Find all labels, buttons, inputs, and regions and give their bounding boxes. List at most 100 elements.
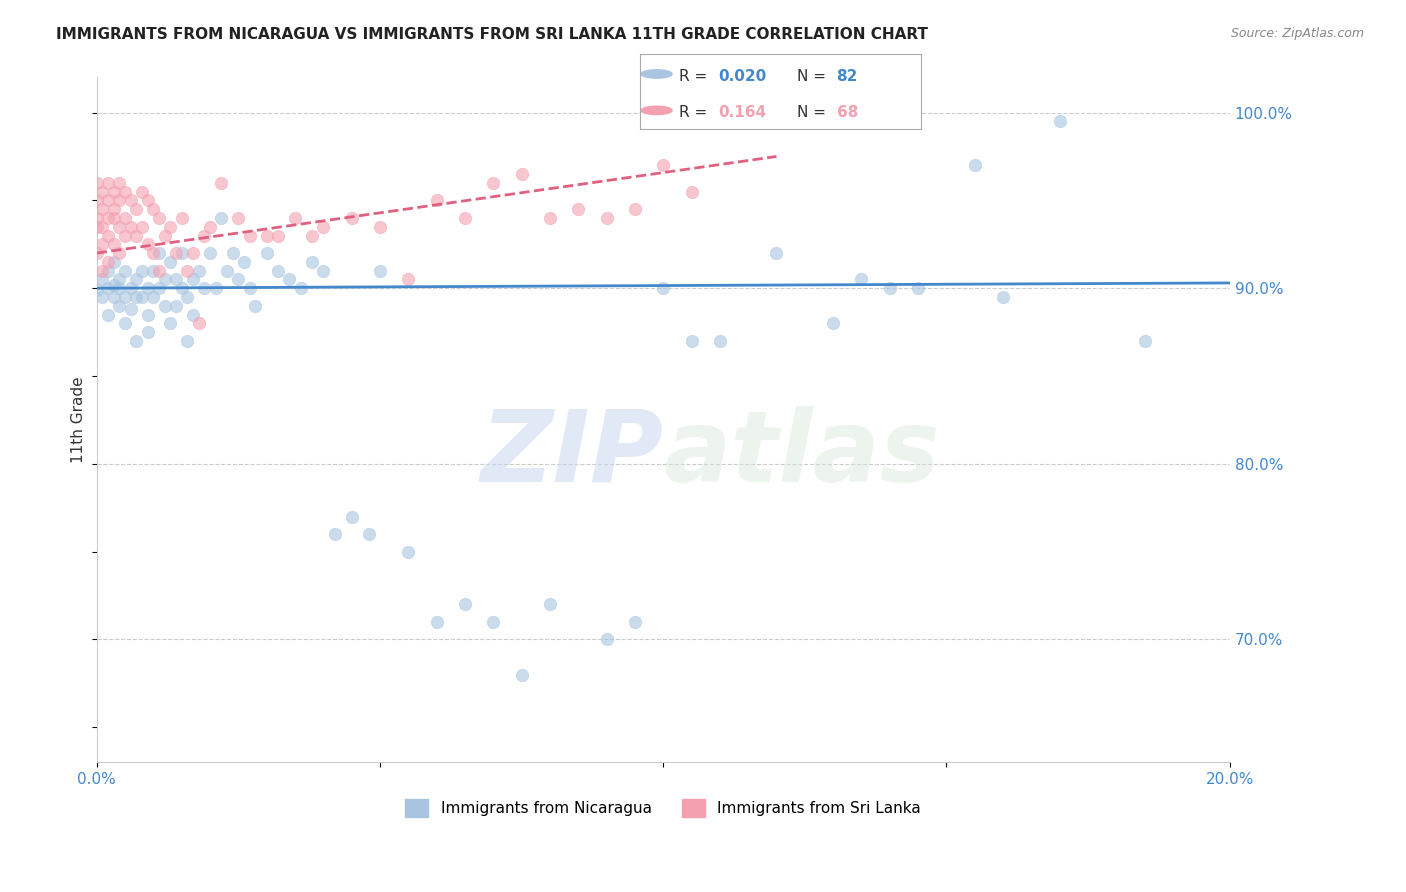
Point (256, 246, 278, 260)
Point (267, 263, 290, 277)
Point (187, 263, 209, 277)
Point (368, 263, 391, 277)
Point (681, 334, 703, 348)
Point (86, 219, 108, 234)
Point (226, 211, 249, 225)
Point (97, 263, 120, 277)
Point (510, 667, 533, 681)
Point (595, 632, 617, 647)
Point (86, 176, 108, 190)
Point (165, 299, 187, 313)
Point (256, 228, 278, 243)
Point (851, 272, 873, 286)
Point (148, 211, 170, 225)
Point (765, 246, 787, 260)
Circle shape (641, 106, 672, 114)
Point (176, 263, 198, 277)
Point (97, 255, 120, 269)
Point (108, 246, 131, 260)
Text: 68: 68 (837, 105, 858, 120)
Point (125, 202, 148, 216)
Point (103, 202, 125, 216)
Point (131, 290, 153, 304)
Point (181, 308, 204, 322)
Point (538, 211, 561, 225)
Text: R =: R = (679, 105, 713, 120)
Point (148, 263, 170, 277)
Point (652, 158, 675, 172)
Point (233, 255, 256, 269)
Point (97, 194, 120, 208)
Point (108, 272, 131, 286)
Point (142, 290, 165, 304)
Point (482, 176, 505, 190)
Text: 82: 82 (837, 69, 858, 84)
Point (170, 281, 193, 295)
Circle shape (641, 70, 672, 78)
Point (114, 263, 136, 277)
Point (103, 185, 125, 199)
Point (159, 219, 181, 234)
Point (170, 246, 193, 260)
Point (97, 211, 120, 225)
Text: 0.164: 0.164 (718, 105, 766, 120)
Text: N =: N = (797, 105, 831, 120)
Point (340, 509, 363, 524)
Point (153, 299, 176, 313)
Y-axis label: 11th Grade: 11th Grade (72, 376, 86, 463)
Point (120, 219, 142, 234)
Point (97, 308, 120, 322)
Point (215, 263, 238, 277)
Point (86, 194, 108, 208)
Point (652, 281, 675, 295)
Point (159, 316, 181, 330)
Text: IMMIGRANTS FROM NICARAGUA VS IMMIGRANTS FROM SRI LANKA 11TH GRADE CORRELATION CH: IMMIGRANTS FROM NICARAGUA VS IMMIGRANTS … (56, 27, 928, 42)
Point (97, 228, 120, 243)
Point (624, 202, 647, 216)
Text: 0.020: 0.020 (718, 69, 766, 84)
Point (396, 272, 419, 286)
Text: N =: N = (797, 69, 831, 84)
Point (114, 290, 136, 304)
Point (153, 272, 176, 286)
Point (567, 202, 589, 216)
Point (963, 158, 986, 172)
Text: atlas: atlas (664, 406, 939, 503)
Point (142, 246, 165, 260)
Point (142, 202, 165, 216)
Point (91, 272, 114, 286)
Point (86, 211, 108, 225)
Point (131, 263, 153, 277)
Point (187, 316, 209, 330)
Point (681, 185, 703, 199)
Point (120, 302, 142, 317)
Point (879, 281, 901, 295)
Point (357, 527, 380, 541)
Point (159, 255, 181, 269)
Point (91, 202, 114, 216)
Point (312, 263, 335, 277)
Point (120, 194, 142, 208)
Point (170, 211, 193, 225)
Point (991, 290, 1014, 304)
Point (153, 228, 176, 243)
Point (136, 325, 159, 339)
Point (165, 246, 187, 260)
Point (312, 219, 335, 234)
Point (136, 194, 159, 208)
Point (91, 219, 114, 234)
Point (148, 281, 170, 295)
Point (284, 211, 307, 225)
Point (198, 219, 221, 234)
Point (97, 281, 120, 295)
Point (136, 308, 159, 322)
Point (108, 219, 131, 234)
Point (396, 544, 419, 558)
Point (176, 334, 198, 348)
Point (125, 290, 148, 304)
Point (114, 211, 136, 225)
Point (209, 176, 232, 190)
Point (108, 194, 131, 208)
Point (301, 228, 323, 243)
Point (1133, 334, 1156, 348)
